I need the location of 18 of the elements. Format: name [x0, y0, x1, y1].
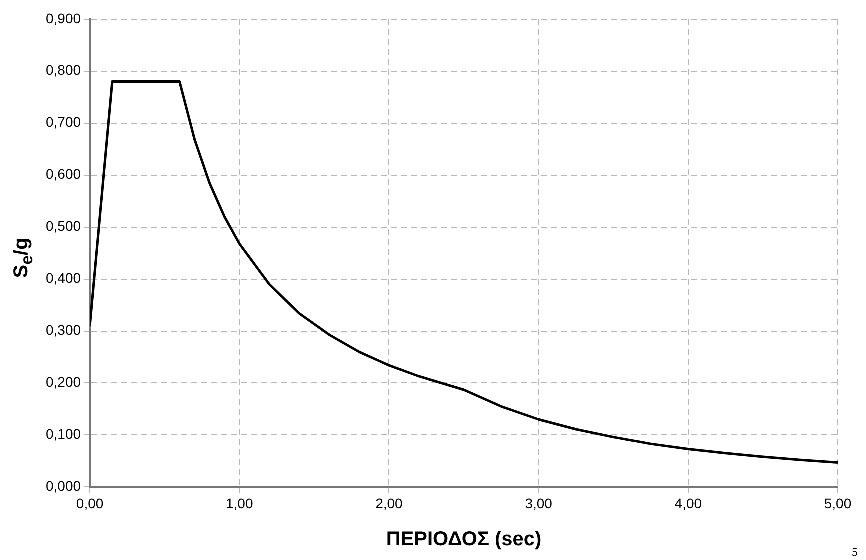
y-tick-label: 0,000: [46, 478, 82, 494]
x-tick-label: 0,00: [76, 495, 104, 512]
x-axis-title: ΠΕΡΙΟΔΟΣ (sec): [386, 528, 542, 551]
y-tick-label: 0,200: [46, 374, 82, 390]
y-tick-label: 0,600: [46, 166, 82, 182]
y-tick-label: 0,900: [46, 10, 82, 26]
x-tick-label: 1,00: [226, 495, 254, 512]
y-tick-label: 0,400: [46, 270, 82, 286]
y-tick-label: 0,800: [46, 62, 82, 78]
y-tick-label: 0,700: [46, 114, 82, 130]
y-tick-label: 0,300: [46, 322, 82, 338]
x-tick-label: 3,00: [525, 495, 553, 512]
y-tick-label: 0,500: [46, 218, 82, 234]
y-tick-label: 0,100: [46, 426, 82, 442]
x-tick-label: 4,00: [674, 495, 702, 512]
x-tick-label: 5,00: [824, 495, 852, 512]
x-tick-label: 2,00: [376, 495, 404, 512]
text: 5: [852, 545, 858, 560]
